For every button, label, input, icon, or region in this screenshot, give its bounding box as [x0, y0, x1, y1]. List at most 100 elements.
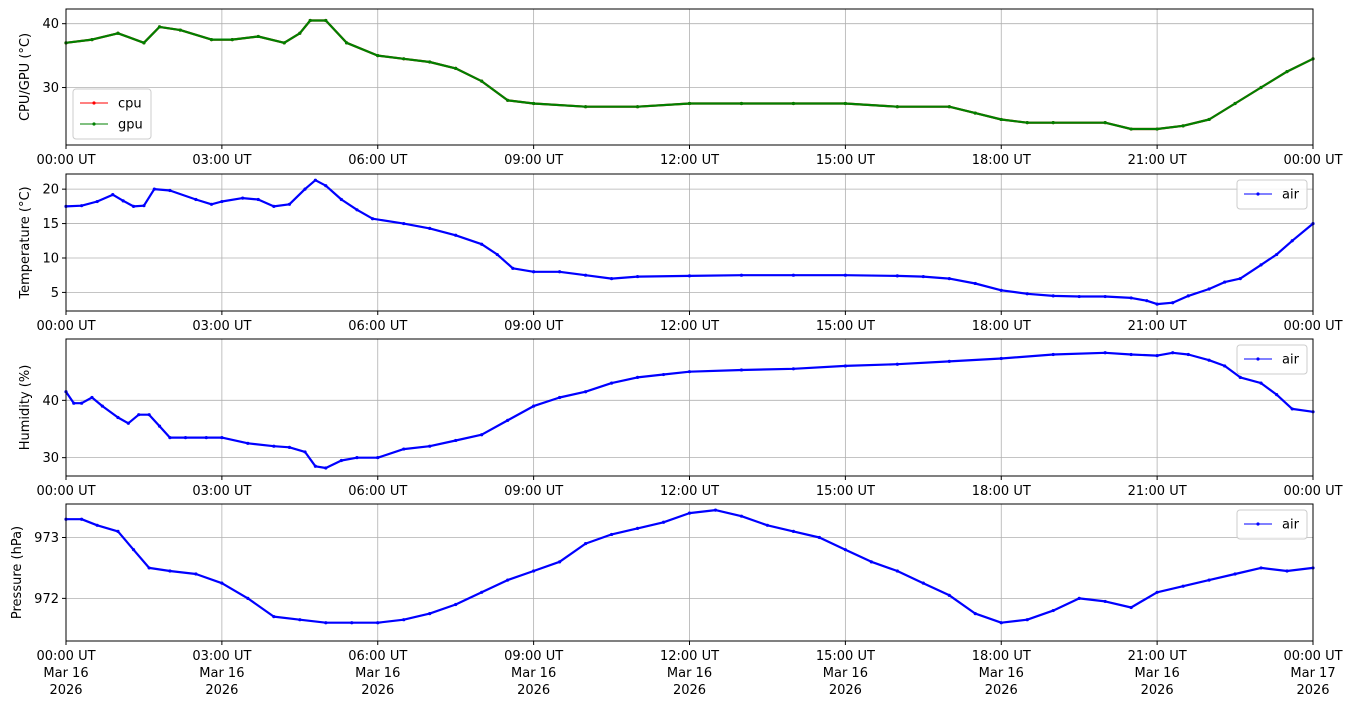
data-point [583, 105, 588, 109]
data-point [183, 435, 188, 440]
data-point [506, 418, 510, 422]
data-point [147, 566, 151, 570]
y-tick-label: 10 [42, 251, 59, 266]
data-point [178, 28, 182, 32]
data-point [1025, 292, 1029, 296]
data-point [246, 441, 250, 445]
x-tick-label: 03:00 UT [192, 319, 251, 334]
data-point [583, 390, 588, 394]
x-tick-label: 15:00 UT [816, 319, 875, 334]
data-point [209, 202, 214, 206]
x-tick-label: 09:00 UT [504, 484, 563, 499]
data-point [895, 274, 899, 278]
data-point [1259, 566, 1263, 570]
data-point [921, 274, 925, 279]
data-point [116, 529, 120, 534]
data-point [506, 578, 510, 582]
legend-marker-cpu [92, 101, 96, 105]
data-point [999, 288, 1003, 292]
data-point [495, 252, 499, 257]
legend-box [72, 88, 152, 140]
data-point [350, 621, 354, 625]
x-tick-label: 18:00 UT [972, 649, 1031, 664]
data-point [376, 621, 380, 625]
data-point [1223, 364, 1227, 368]
data-point [1129, 605, 1133, 610]
data-point [194, 197, 198, 202]
x-tick-label: 12:00 UT [660, 319, 719, 334]
x-tick-label: 15:00 UT [816, 153, 875, 168]
x-tick-label: 00:00 UT [36, 484, 95, 499]
data-point [1129, 352, 1133, 357]
data-point [454, 438, 458, 443]
y-axis-label: CPU/GPU (°C) [18, 33, 33, 121]
data-point [1207, 358, 1211, 362]
x-year-label: 2026 [49, 683, 82, 698]
data-point [480, 590, 484, 594]
data-point [256, 34, 260, 39]
x-date-label: Mar 16 [823, 666, 868, 681]
y-tick-label: 972 [34, 592, 59, 607]
data-point [370, 217, 375, 221]
data-point [204, 435, 208, 440]
chart-panel-2: 30 40 00:00 UT 03:00 UT 06:00 UT 09:00 UT 12:0… [18, 338, 1343, 499]
data-point [287, 202, 292, 206]
x-tick-label: 00:00 UT [36, 649, 95, 664]
data-point [635, 105, 640, 109]
x-tick-label: 00:00 UT [36, 319, 95, 334]
legend-label-air: air [1282, 353, 1300, 368]
data-point [454, 66, 458, 70]
data-point [220, 199, 224, 204]
data-point [116, 415, 120, 420]
data-point [147, 413, 151, 417]
data-point [635, 375, 640, 380]
data-point [609, 381, 614, 385]
data-point [999, 117, 1003, 122]
x-tick-label: 00:00 UT [1283, 319, 1342, 334]
data-point [428, 60, 432, 64]
data-point [272, 615, 276, 619]
x-date-label: Mar 16 [199, 666, 244, 681]
y-tick-label: 30 [42, 81, 59, 96]
data-point [1223, 280, 1227, 284]
x-date-label: Mar 17 [1290, 666, 1335, 681]
data-point [1171, 301, 1175, 305]
data-point [1238, 375, 1242, 380]
x-tick-label: 12:00 UT [660, 649, 719, 664]
data-point [532, 101, 536, 106]
data-point [1025, 618, 1029, 622]
x-date-label: Mar 16 [667, 666, 712, 681]
data-point [1290, 239, 1294, 243]
data-point [230, 38, 234, 42]
legend: air [1236, 344, 1308, 375]
data-point [1186, 294, 1190, 298]
x-tick-label: 03:00 UT [192, 153, 251, 168]
data-point [843, 364, 847, 368]
data-point [402, 447, 406, 451]
legend: air [1236, 509, 1308, 540]
data-point [355, 208, 359, 212]
data-point [313, 178, 317, 182]
data-point [428, 612, 432, 616]
data-point [126, 421, 130, 425]
y-tick-label: 15 [42, 217, 59, 232]
x-tick-label: 18:00 UT [972, 319, 1031, 334]
data-point [1077, 294, 1081, 299]
data-point [895, 105, 899, 109]
data-point [1051, 121, 1055, 125]
x-year-label: 2026 [1296, 683, 1329, 698]
legend-marker-air [1256, 357, 1260, 361]
data-point [157, 424, 162, 428]
data-point [1238, 277, 1242, 281]
data-point [220, 435, 224, 440]
data-point [402, 618, 406, 622]
data-point [739, 273, 744, 277]
data-point [480, 79, 484, 83]
data-point [1259, 263, 1263, 267]
data-point [609, 277, 614, 281]
legend-label-gpu: gpu [118, 118, 143, 133]
data-point [1077, 596, 1081, 600]
data-point [79, 517, 84, 521]
data-point [1233, 101, 1237, 106]
y-axis-label: Pressure (hPa) [10, 526, 25, 619]
